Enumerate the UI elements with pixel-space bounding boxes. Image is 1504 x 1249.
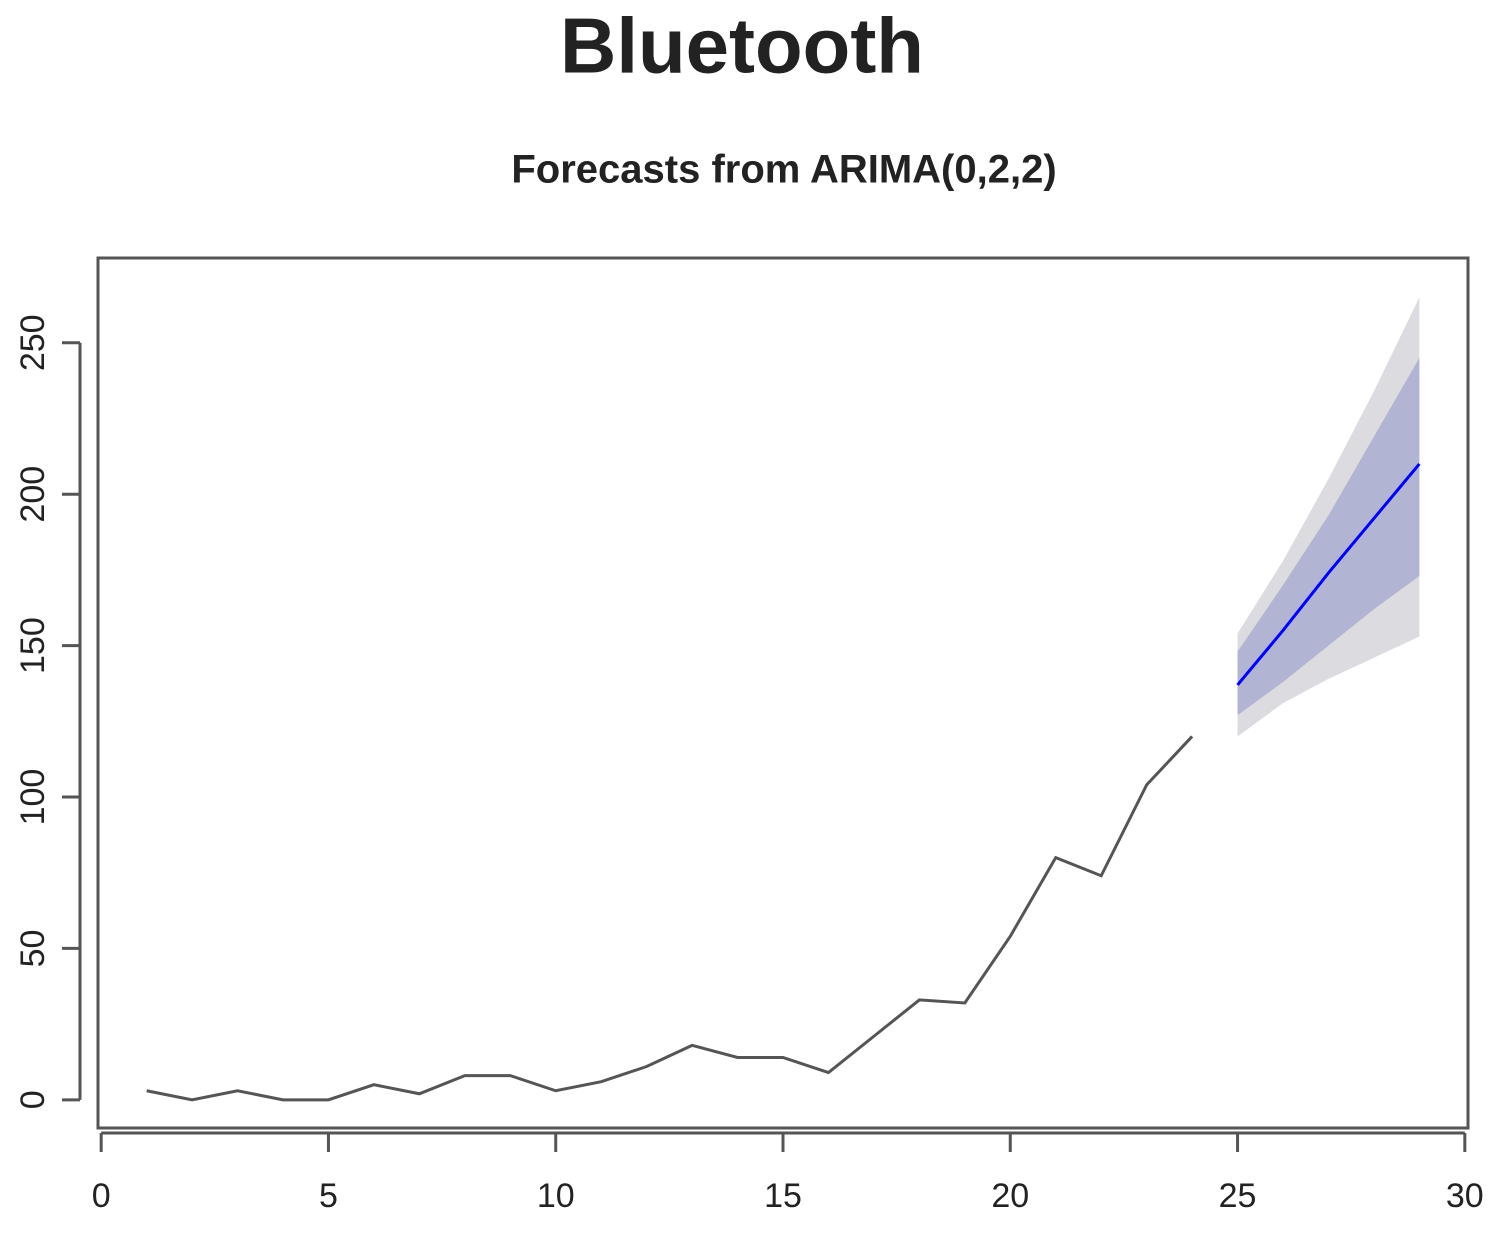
- x-tick-label: 25: [1219, 1177, 1257, 1215]
- x-tick-label: 5: [319, 1177, 338, 1215]
- y-tick-label: 150: [14, 617, 52, 674]
- chart-title: Bluetooth: [560, 2, 924, 90]
- series-line: [1236, 462, 1421, 686]
- x-tick-label: 20: [991, 1177, 1029, 1215]
- y-tick-label: 50: [14, 930, 52, 968]
- x-tick-label: 0: [92, 1177, 111, 1215]
- chart-subtitle: Forecasts from ARIMA(0,2,2): [511, 148, 1056, 192]
- series-line: [146, 735, 1194, 1102]
- x-tick-label: 15: [764, 1177, 802, 1215]
- x-tick-label: 10: [537, 1177, 575, 1215]
- y-tick-label: 100: [14, 769, 52, 826]
- plot-frame: [96, 256, 1470, 1130]
- prediction-band: [1237, 357, 1420, 716]
- y-tick-label: 250: [14, 314, 52, 371]
- y-tick-label: 200: [14, 466, 52, 523]
- y-tick-label: 0: [14, 1090, 52, 1109]
- x-tick-label: 30: [1446, 1177, 1484, 1215]
